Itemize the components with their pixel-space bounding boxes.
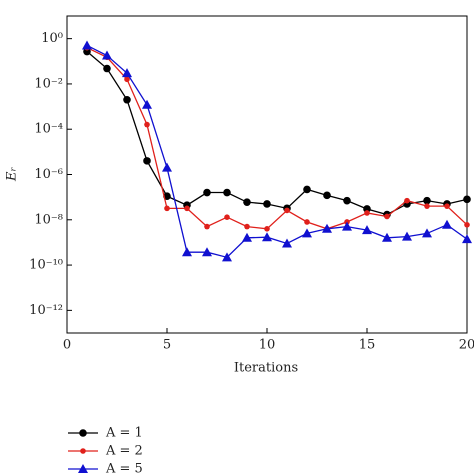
marker [342, 221, 352, 231]
marker [463, 195, 471, 204]
marker [242, 232, 252, 242]
legend-label: A = 1 [105, 426, 143, 441]
x-tick-label: 15 [359, 338, 376, 353]
marker [222, 252, 232, 262]
legend-label: A = 2 [105, 444, 143, 459]
marker [423, 196, 431, 205]
legend-marker [78, 464, 88, 473]
x-axis-label: Iterations [234, 361, 298, 376]
marker [204, 223, 210, 230]
marker [164, 205, 170, 212]
y-axis-label: Eᵣ [5, 167, 20, 182]
marker [303, 185, 311, 194]
marker [263, 200, 271, 208]
marker [362, 225, 372, 235]
marker [224, 214, 230, 221]
y-tick-label: 10⁻² [34, 76, 63, 91]
marker [404, 197, 410, 204]
marker [284, 207, 290, 214]
marker [323, 191, 331, 200]
marker [262, 232, 272, 242]
marker [343, 196, 351, 205]
marker [203, 188, 211, 197]
marker [282, 238, 292, 248]
series-line [86, 44, 468, 259]
marker [264, 225, 270, 232]
marker [424, 203, 430, 209]
marker [444, 203, 450, 209]
y-tick-label: 10⁻¹⁰ [29, 258, 63, 273]
marker [124, 76, 130, 83]
y-tick-label: 10⁰ [41, 31, 63, 46]
legend-marker [79, 429, 87, 437]
marker [82, 40, 92, 50]
marker [402, 231, 412, 241]
marker [243, 198, 251, 206]
marker [382, 232, 392, 242]
marker [102, 50, 112, 60]
marker [223, 188, 231, 197]
marker [182, 247, 192, 257]
legend-marker [80, 448, 86, 454]
marker [162, 162, 172, 172]
series-line [86, 47, 468, 230]
y-tick-label: 10⁻¹² [29, 303, 63, 318]
marker [202, 247, 212, 257]
marker [464, 222, 470, 228]
x-tick-label: 5 [163, 338, 171, 353]
marker [422, 228, 432, 238]
marker [363, 205, 371, 213]
y-tick-label: 10⁻⁸ [34, 212, 63, 227]
marker [144, 121, 150, 128]
marker [304, 219, 310, 225]
plot-frame [66, 15, 468, 334]
y-tick-label: 10⁻⁴ [34, 122, 63, 137]
marker [184, 205, 190, 212]
marker [302, 228, 312, 238]
marker [143, 157, 151, 165]
marker [103, 64, 111, 73]
y-tick-label: 10⁻⁶ [34, 167, 63, 182]
marker [462, 234, 472, 244]
x-tick-label: 20 [459, 338, 474, 353]
marker [384, 213, 390, 220]
x-tick-label: 0 [63, 338, 71, 353]
marker [123, 95, 131, 104]
x-tick-label: 10 [259, 338, 276, 353]
marker [364, 210, 370, 216]
marker [442, 219, 452, 229]
marker [122, 68, 132, 78]
series-line [86, 51, 468, 216]
marker [322, 223, 332, 233]
marker [142, 99, 152, 109]
marker [244, 223, 250, 230]
legend-label: A = 5 [105, 462, 143, 474]
